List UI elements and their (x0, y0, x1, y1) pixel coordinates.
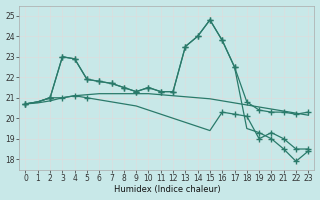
X-axis label: Humidex (Indice chaleur): Humidex (Indice chaleur) (114, 185, 220, 194)
